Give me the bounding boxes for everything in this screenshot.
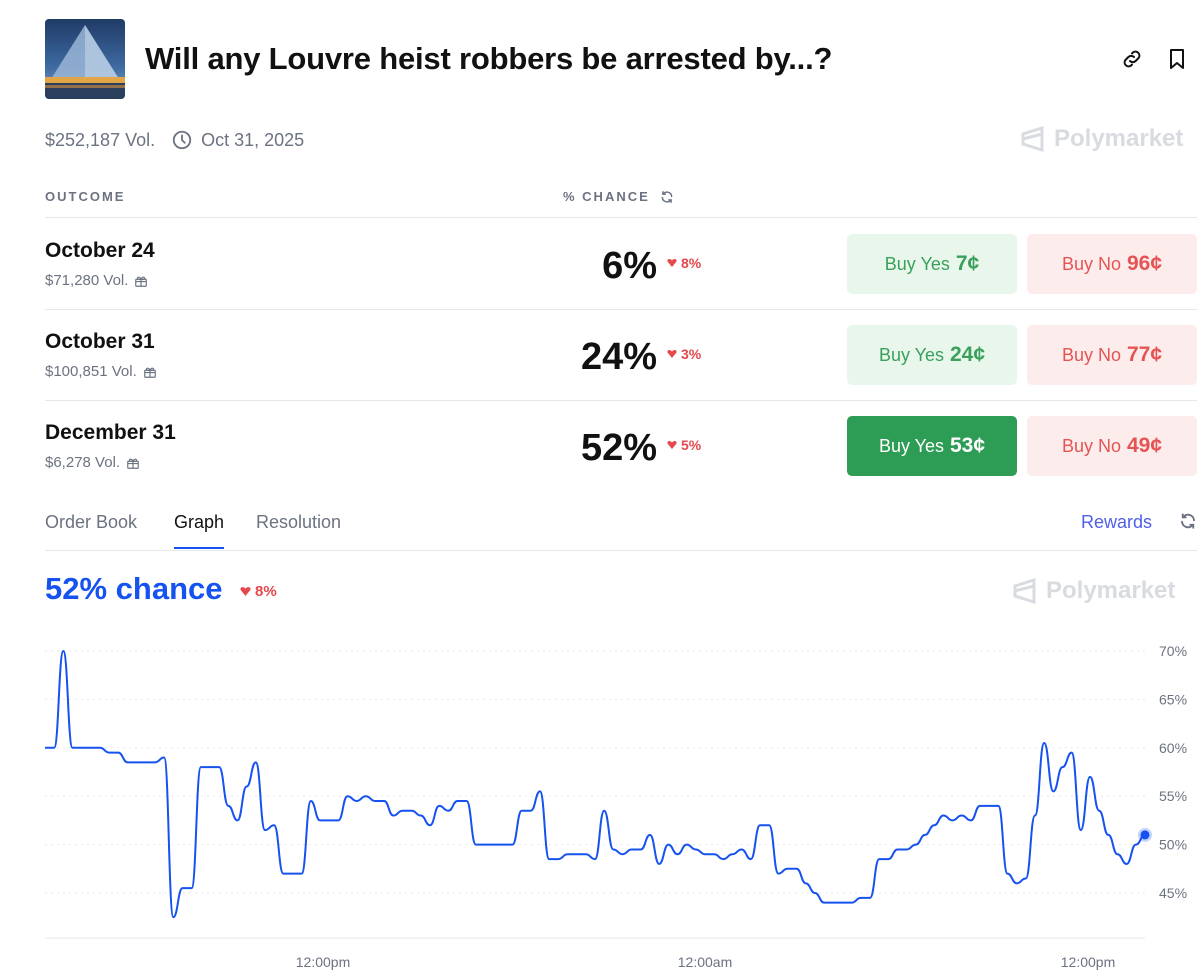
chance-change-value: 8% (681, 255, 702, 271)
outcome-column-header: OUTCOME (45, 189, 126, 204)
buy-no-label: Buy No (1061, 344, 1121, 365)
y-tick-label: 55% (1159, 788, 1187, 804)
y-tick-label: 65% (1159, 691, 1187, 707)
x-tick-label: 12:00am (678, 954, 732, 970)
y-tick-label: 60% (1159, 740, 1187, 756)
x-tick-label: 12:00pm (296, 954, 350, 970)
market-meta: $252,187 Vol. Oct 31, 2025 (45, 128, 304, 152)
series-line (45, 650, 1146, 919)
chance-change: 5% (667, 437, 701, 453)
tab-graph[interactable]: Graph (174, 512, 225, 549)
buy-no-label: Buy No (1061, 435, 1121, 456)
chance-change-value: 3% (681, 346, 702, 362)
price-history-chart[interactable]: 70% 65% 60% 55% 50% 45% 12:00pm 12:00am 12:00pm (0, 620, 1203, 980)
outcome-chance: 24% (580, 336, 657, 378)
outcome-volume: $6,278 Vol. (45, 454, 140, 471)
y-tick-label: 70% (1159, 643, 1187, 659)
market-title: Will any Louvre heist robbers be arreste… (145, 41, 833, 76)
detail-tabs: Order Book Graph Resolution Rewards (45, 506, 1197, 551)
buy-no-price: 49¢ (1126, 434, 1163, 457)
rewards-link[interactable]: Rewards (1080, 512, 1152, 532)
buy-yes-price: 7¢ (955, 252, 980, 275)
buy-no-price: 96¢ (1126, 252, 1163, 275)
buy-yes-price: 24¢ (950, 343, 986, 366)
polymarket-brand-text: Polymarket (1054, 125, 1184, 152)
down-arrow-icon (667, 350, 677, 358)
buy-yes-price: 53¢ (950, 434, 986, 457)
x-tick-label: 12:00pm (1061, 954, 1115, 970)
buy-yes-button[interactable]: Buy Yes 24¢ (847, 325, 1017, 385)
chance-column-header: % CHANCE (563, 189, 674, 204)
polymarket-brand-text: Polymarket (1046, 577, 1176, 604)
y-tick-label: 45% (1159, 885, 1187, 901)
market-thumbnail (45, 19, 125, 99)
end-date: Oct 31, 2025 (201, 129, 305, 150)
refresh-icon[interactable] (660, 190, 674, 204)
buy-yes-label: Buy Yes (878, 435, 944, 456)
tab-order-book[interactable]: Order Book (45, 512, 138, 532)
outcome-volume: $100,851 Vol. (45, 363, 157, 380)
outcome-volume-text: $100,851 Vol. (45, 363, 137, 380)
buy-no-button[interactable]: Buy No 49¢ (1027, 416, 1197, 476)
outcome-chance: 52% (580, 427, 657, 469)
polymarket-logo-icon (1021, 125, 1044, 153)
down-arrow-icon (667, 259, 677, 267)
graph-chance-change: 8% (240, 583, 277, 600)
outcome-row: December 31 $6,278 Vol. 52% 5% Buy Yes 53… (45, 401, 1197, 492)
buy-no-label: Buy No (1061, 253, 1121, 274)
outcome-name: October 24 (45, 239, 155, 262)
polymarket-watermark: Polymarket (1020, 125, 1183, 153)
gift-icon (135, 276, 148, 287)
refresh-icon[interactable] (1179, 512, 1197, 535)
chance-change: 3% (667, 346, 701, 362)
polymarket-logo-icon (1013, 577, 1036, 605)
outcome-row: October 24 $71,280 Vol. 6% 8% Buy Yes 7¢ … (45, 219, 1197, 310)
buy-yes-button[interactable]: Buy Yes 53¢ (847, 416, 1017, 476)
buy-no-button[interactable]: Buy No 77¢ (1027, 325, 1197, 385)
current-point (1140, 830, 1150, 840)
buy-yes-label: Buy Yes (878, 344, 944, 365)
outcome-row: October 31 $100,851 Vol. 24% 3% Buy Yes 2… (45, 310, 1197, 401)
down-arrow-icon (240, 587, 251, 596)
graph-change-value: 8% (255, 583, 277, 600)
buy-no-price: 77¢ (1126, 343, 1163, 366)
buy-yes-button[interactable]: Buy Yes 7¢ (847, 234, 1017, 294)
outcome-chance: 6% (602, 245, 657, 287)
outcome-name: October 31 (45, 330, 155, 353)
outcome-volume-text: $71,280 Vol. (45, 272, 129, 289)
outcome-name: December 31 (45, 421, 176, 444)
graph-chance: 52% chance (45, 571, 223, 606)
buy-no-button[interactable]: Buy No 96¢ (1027, 234, 1197, 294)
chance-change: 8% (667, 255, 701, 271)
polymarket-watermark: Polymarket (1012, 577, 1175, 605)
gift-icon (143, 367, 156, 378)
buy-yes-label: Buy Yes (884, 253, 950, 274)
outcome-table-header: OUTCOME % CHANCE (45, 186, 1197, 218)
chance-column-label: % CHANCE (563, 189, 650, 204)
bookmark-icon[interactable] (1165, 47, 1189, 71)
clock-icon (172, 130, 192, 150)
down-arrow-icon (667, 441, 677, 449)
link-icon[interactable] (1120, 47, 1144, 71)
gift-icon (127, 458, 139, 469)
y-tick-label: 50% (1159, 837, 1187, 853)
total-volume: $252,187 Vol. (45, 129, 156, 150)
outcome-volume: $71,280 Vol. (45, 272, 148, 289)
outcome-volume-text: $6,278 Vol. (45, 454, 121, 471)
chance-change-value: 5% (681, 437, 702, 453)
tab-resolution[interactable]: Resolution (256, 512, 342, 532)
market-header: Will any Louvre heist robbers be arreste… (45, 19, 1197, 99)
